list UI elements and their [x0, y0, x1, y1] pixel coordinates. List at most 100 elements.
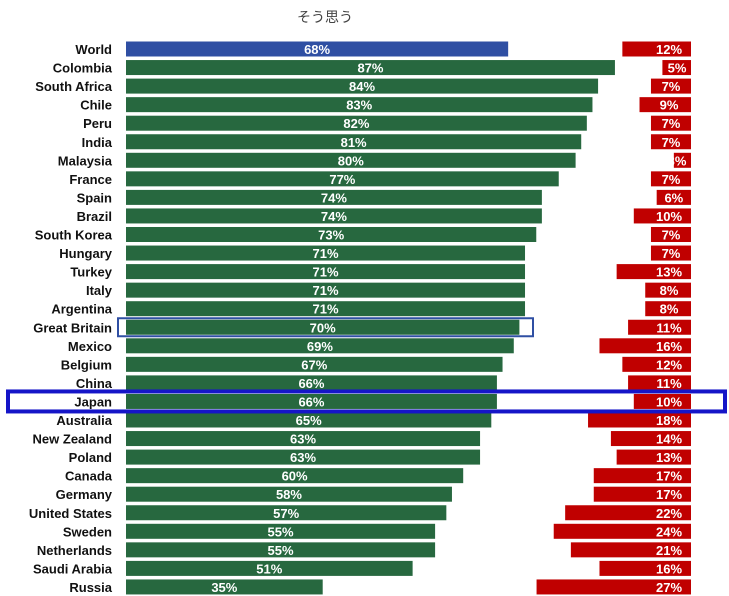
category-label-south-korea: South Korea [35, 228, 113, 243]
category-label-poland: Poland [69, 450, 112, 465]
agree-bar-south-africa [126, 78, 599, 94]
disagree-bar-japan [633, 393, 691, 409]
agree-bar-china [126, 375, 497, 391]
category-label-chile: Chile [80, 98, 112, 113]
disagree-bar-netherlands [570, 542, 691, 558]
agree-value-label-argentina: 71% [312, 302, 338, 317]
category-label-japan: Japan [74, 394, 112, 409]
agree-bar-india [126, 134, 582, 150]
agree-bar-russia [126, 579, 323, 595]
disagree-bar-france [650, 171, 691, 187]
disagree-bar-sweden [553, 523, 691, 539]
disagree-value-label-italy: 8% [660, 283, 679, 298]
agree-value-label-chile: 83% [346, 98, 372, 113]
agree-value-label-italy: 71% [312, 283, 338, 298]
disagree-bar-argentina [645, 301, 691, 317]
agree-bar-turkey [126, 264, 526, 280]
disagree-value-label-france: 7% [662, 172, 681, 187]
agree-value-label-china: 66% [298, 376, 324, 391]
disagree-bar-saudi-arabia [599, 560, 691, 576]
agree-bar-australia [126, 412, 492, 428]
disagree-value-label-russia: 27% [656, 580, 682, 595]
agree-bar-colombia [126, 60, 615, 76]
disagree-value-label-chile: 9% [660, 98, 679, 113]
agree-value-label-canada: 60% [282, 469, 308, 484]
agree-value-label-hungary: 71% [312, 246, 338, 261]
agree-value-label-turkey: 71% [312, 265, 338, 280]
category-label-india: India [82, 135, 113, 150]
category-label-world: World [75, 42, 112, 57]
disagree-value-label-germany: 17% [656, 487, 682, 502]
disagree-value-label-south-korea: 7% [662, 228, 681, 243]
agree-bar-germany [126, 486, 452, 502]
category-label-malaysia: Malaysia [58, 153, 113, 168]
disagree-bar-colombia [662, 60, 691, 76]
category-label-canada: Canada [65, 469, 113, 484]
disagree-bar-turkey [616, 264, 691, 280]
disagree-value-label-australia: 18% [656, 413, 682, 428]
disagree-bar-malaysia [673, 152, 691, 168]
agree-value-label-netherlands: 55% [268, 543, 294, 558]
agree-bar-chile [126, 97, 593, 113]
category-label-turkey: Turkey [70, 265, 112, 280]
agree-bar-new-zealand [126, 431, 481, 447]
category-label-belgium: Belgium [61, 357, 112, 372]
disagree-value-label-netherlands: 21% [656, 543, 682, 558]
agree-bar-great-britain [126, 319, 520, 335]
disagree-value-label-spain: 6% [664, 190, 683, 205]
agree-bar-netherlands [126, 542, 436, 558]
disagree-value-label-brazil: 10% [656, 209, 682, 224]
agree-bar-united-states [126, 505, 447, 521]
disagree-value-label-world: 12% [656, 42, 682, 57]
disagree-bar-south-africa [650, 78, 691, 94]
agree-value-label-germany: 58% [276, 487, 302, 502]
disagree-value-label-belgium: 12% [656, 357, 682, 372]
agree-value-label-spain: 74% [321, 190, 347, 205]
disagree-bar-new-zealand [610, 431, 691, 447]
category-label-united-states: United States [29, 506, 112, 521]
agree-value-label-india: 81% [341, 135, 367, 150]
category-label-russia: Russia [69, 580, 112, 595]
disagree-bar-russia [536, 579, 691, 595]
disagree-value-label-sweden: 24% [656, 524, 682, 539]
disagree-bar-belgium [622, 356, 691, 372]
disagree-bar-canada [593, 468, 691, 484]
category-label-france: France [69, 172, 112, 187]
category-label-brazil: Brazil [77, 209, 112, 224]
highlight-box-great-britain [117, 317, 534, 338]
agree-bar-argentina [126, 301, 526, 317]
category-label-hungary: Hungary [59, 246, 113, 261]
agree-bar-peru [126, 115, 587, 131]
category-label-spain: Spain [77, 190, 112, 205]
disagree-value-label-argentina: 8% [660, 302, 679, 317]
agree-bar-belgium [126, 356, 503, 372]
disagree-bar-italy [645, 282, 691, 298]
agree-value-label-united-states: 57% [273, 506, 299, 521]
category-label-saudi-arabia: Saudi Arabia [33, 561, 113, 576]
disagree-value-label-india: 7% [662, 135, 681, 150]
disagree-value-label-mexico: 16% [656, 339, 682, 354]
disagree-value-label-saudi-arabia: 16% [656, 561, 682, 576]
agree-value-label-colombia: 87% [357, 61, 383, 76]
agree-bar-poland [126, 449, 481, 465]
disagree-value-label-canada: 17% [656, 469, 682, 484]
agree-value-label-belgium: 67% [301, 357, 327, 372]
disagree-bar-australia [588, 412, 691, 428]
category-label-mexico: Mexico [68, 339, 112, 354]
category-label-china: China [76, 376, 113, 391]
disagree-value-label-great-britain: 11% [656, 320, 682, 335]
agree-value-label-great-britain: 70% [310, 320, 336, 335]
agree-value-label-world: 68% [304, 42, 330, 57]
agree-bar-malaysia [126, 152, 576, 168]
agree-bar-spain [126, 189, 542, 205]
agree-bar-sweden [126, 523, 436, 539]
disagree-value-label-new-zealand: 14% [656, 432, 682, 447]
category-label-argentina: Argentina [51, 302, 112, 317]
disagree-bar-great-britain [628, 319, 691, 335]
agree-value-label-new-zealand: 63% [290, 432, 316, 447]
disagree-bar-chile [639, 97, 691, 113]
category-label-great-britain: Great Britain [33, 320, 112, 335]
disagree-bar-united-states [565, 505, 691, 521]
disagree-bar-hungary [650, 245, 691, 261]
